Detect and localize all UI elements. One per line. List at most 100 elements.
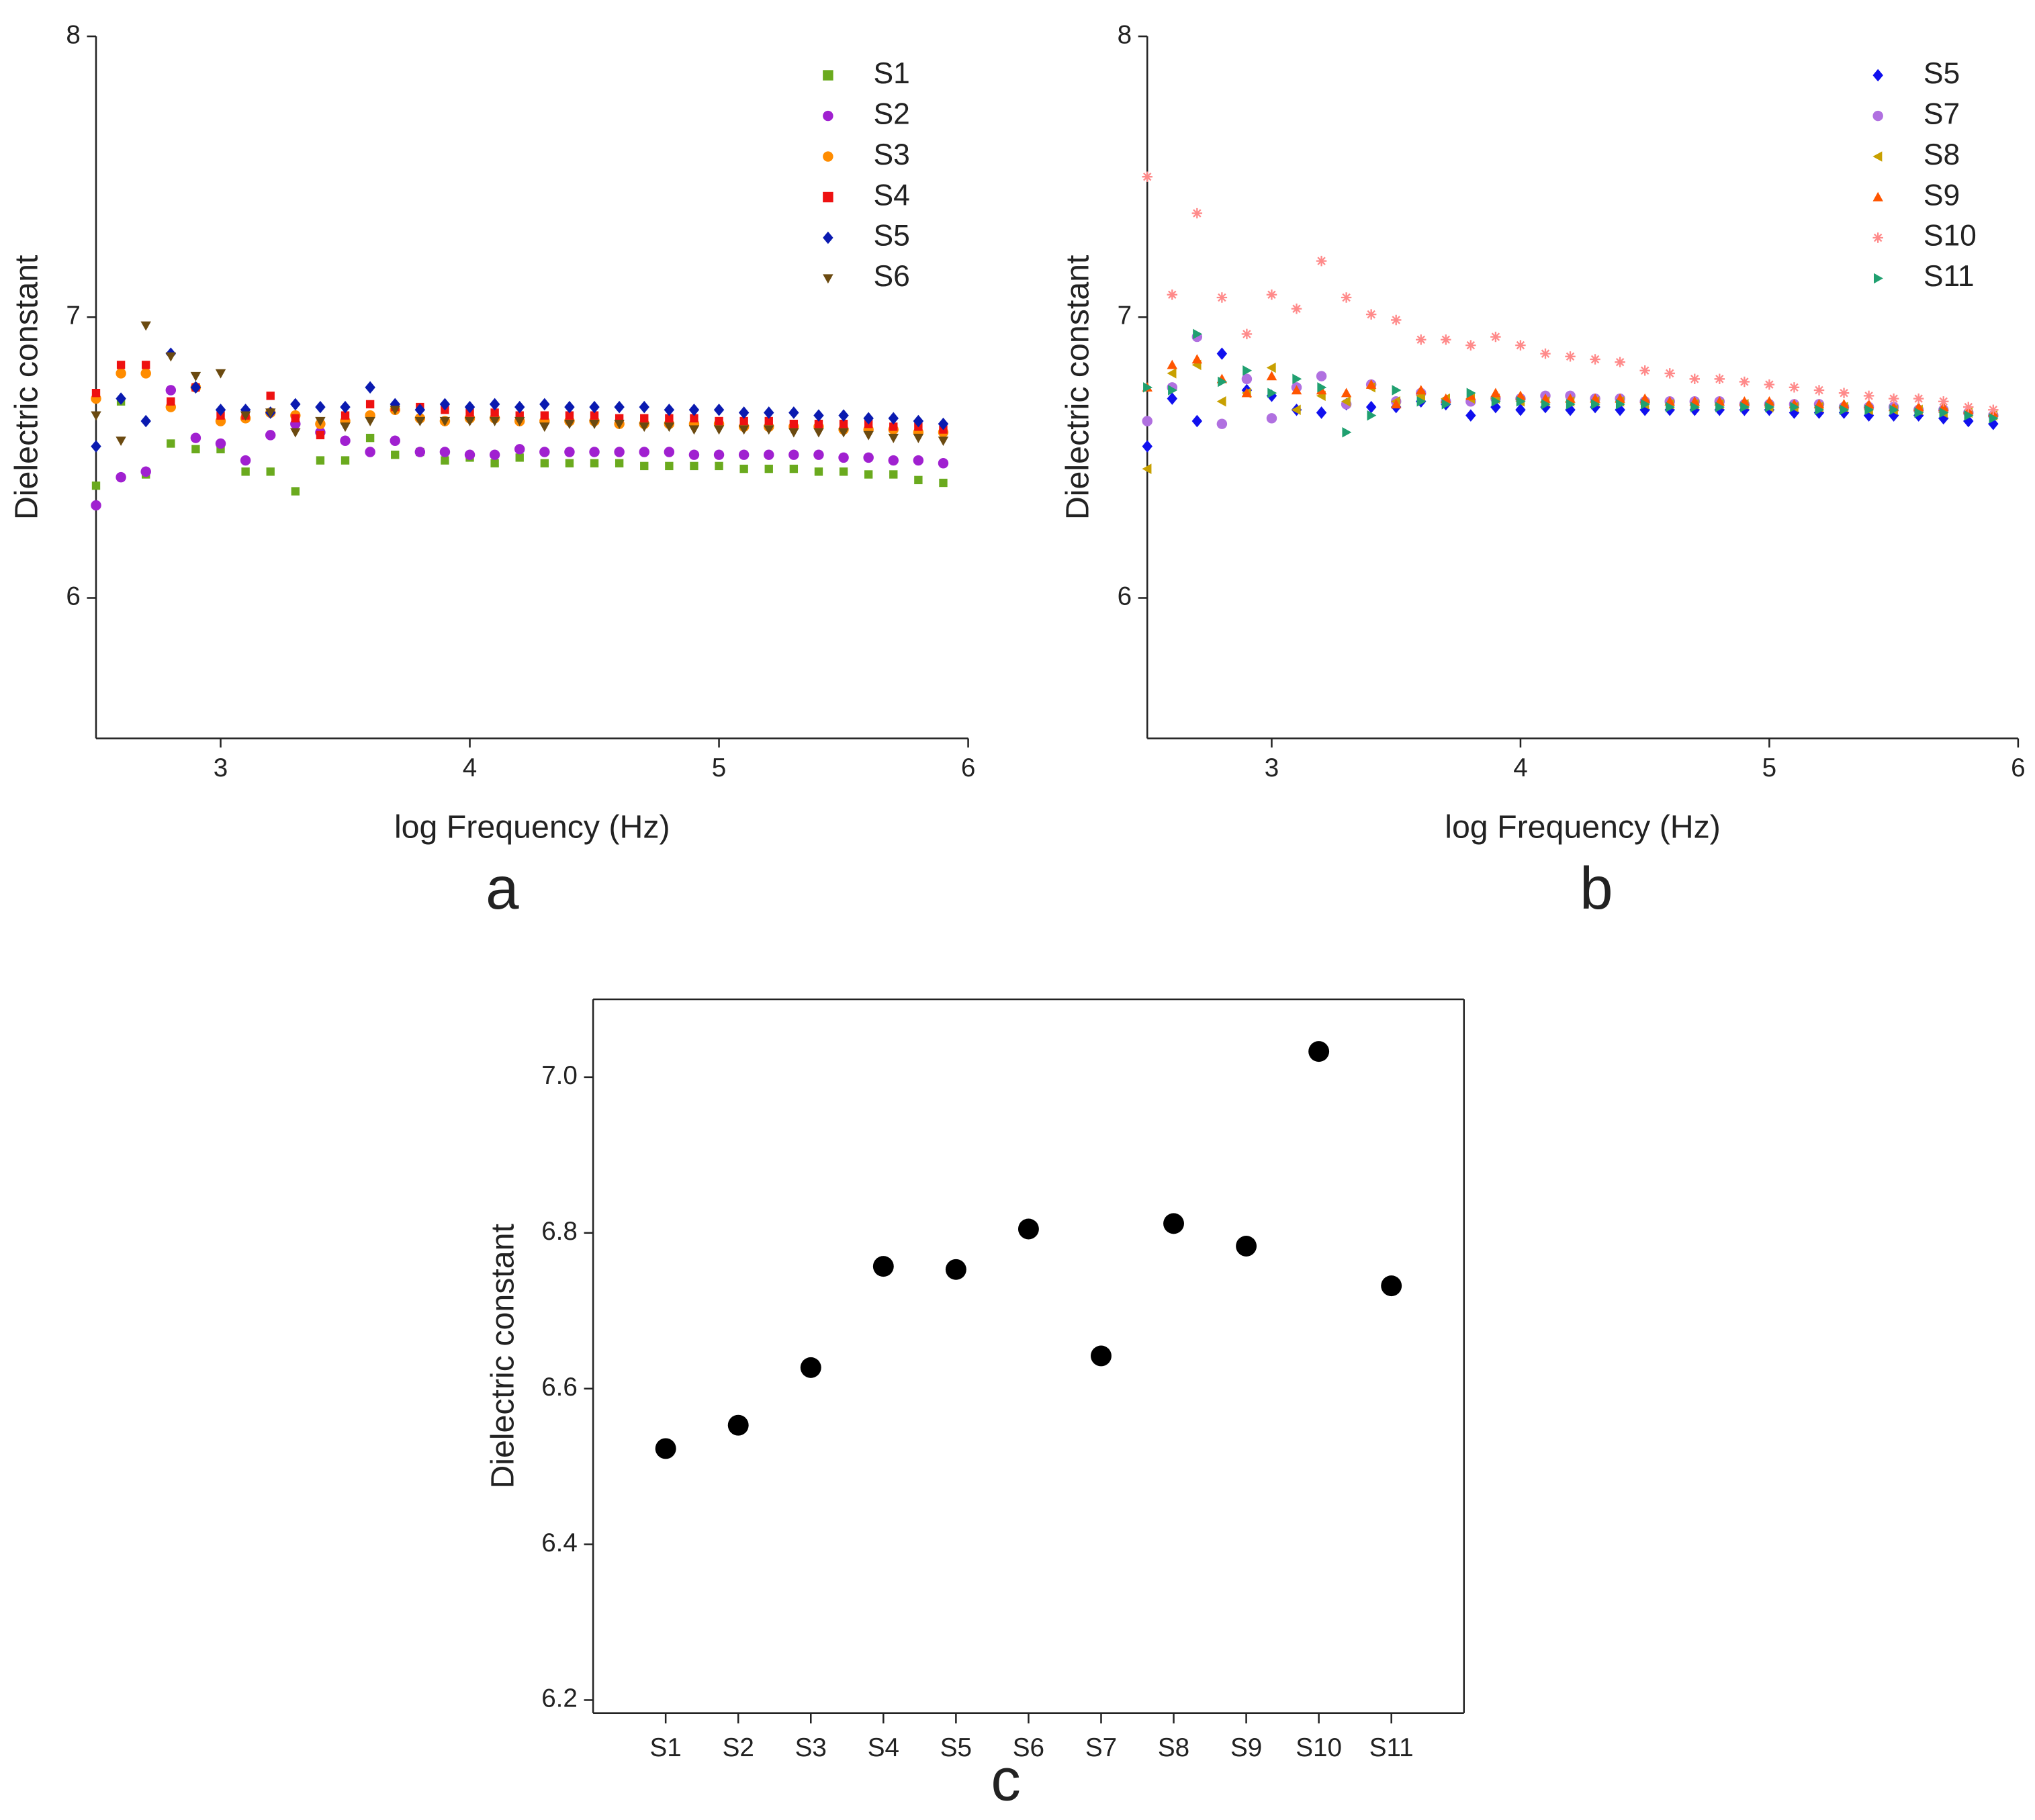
- point: [1218, 376, 1228, 388]
- point: [640, 461, 649, 471]
- point: [564, 420, 575, 429]
- point: [490, 408, 499, 417]
- point: [1765, 402, 1775, 412]
- point: [489, 416, 500, 426]
- panel-label: a: [486, 855, 519, 921]
- x-tick-label: 3: [1265, 754, 1279, 782]
- point: [365, 447, 375, 457]
- point: [190, 433, 201, 443]
- point: [414, 447, 426, 457]
- point: [1142, 416, 1152, 426]
- point: [800, 1357, 821, 1378]
- point: [1465, 340, 1476, 351]
- point: [140, 321, 151, 331]
- point: [839, 467, 848, 476]
- point: [340, 422, 351, 433]
- x-tick-label: S5: [940, 1733, 972, 1762]
- point: [914, 475, 923, 485]
- point: [863, 430, 874, 441]
- point: [1267, 388, 1277, 398]
- point: [839, 420, 848, 428]
- legend-label: S6: [874, 260, 910, 293]
- point: [142, 361, 150, 369]
- point: [727, 1414, 749, 1436]
- point: [863, 452, 874, 463]
- point: [1416, 334, 1427, 345]
- legend-label: S8: [1924, 138, 1960, 171]
- point: [1840, 404, 1850, 416]
- point: [514, 400, 525, 414]
- point: [1789, 406, 1800, 419]
- point: [1639, 365, 1650, 376]
- point: [365, 433, 375, 443]
- point: [414, 416, 426, 426]
- point: [688, 449, 700, 460]
- point: [1342, 427, 1352, 438]
- point: [913, 455, 924, 466]
- y-tick-label: 6.6: [541, 1373, 578, 1402]
- point: [1441, 399, 1451, 410]
- point: [265, 408, 276, 418]
- point: [713, 449, 725, 460]
- point: [1813, 385, 1825, 396]
- point: [690, 461, 698, 471]
- point: [764, 464, 773, 473]
- point: [241, 467, 250, 476]
- point: [167, 397, 175, 406]
- x-tick-label: S2: [723, 1733, 754, 1762]
- point: [240, 455, 251, 466]
- point: [1715, 402, 1725, 412]
- point: [1341, 388, 1352, 398]
- point: [316, 430, 325, 440]
- point: [116, 368, 126, 379]
- x-tick-label: 6: [2011, 754, 2025, 782]
- point: [565, 411, 574, 420]
- legend-label: S3: [874, 138, 910, 171]
- point: [390, 406, 400, 416]
- point: [1590, 399, 1600, 410]
- point: [1216, 292, 1228, 303]
- point: [1815, 404, 1825, 416]
- legend-label: S5: [1924, 57, 1960, 90]
- point: [390, 435, 400, 447]
- point: [266, 467, 275, 476]
- point: [945, 1259, 966, 1280]
- point: [315, 416, 326, 426]
- point: [1664, 368, 1675, 379]
- legend-marker: [823, 151, 833, 162]
- point: [1142, 440, 1152, 453]
- point: [1191, 414, 1203, 428]
- point: [539, 447, 550, 457]
- point: [1988, 404, 1999, 416]
- point: [788, 406, 799, 419]
- point: [665, 461, 674, 471]
- point: [1714, 373, 1725, 385]
- point: [514, 416, 525, 426]
- point: [489, 398, 500, 411]
- point: [872, 1256, 894, 1277]
- point: [590, 459, 599, 467]
- x-tick-label: 6: [961, 754, 975, 782]
- point: [1640, 399, 1650, 410]
- point: [165, 352, 177, 362]
- point: [1266, 362, 1276, 373]
- point: [938, 437, 949, 447]
- point: [91, 440, 101, 453]
- legend-marker: [823, 110, 833, 122]
- point: [316, 456, 325, 465]
- point: [1291, 385, 1302, 395]
- point: [838, 428, 849, 438]
- point: [1416, 385, 1427, 395]
- point: [1316, 371, 1327, 381]
- point: [1241, 328, 1253, 340]
- y-tick-label: 6.8: [541, 1217, 578, 1246]
- x-tick-label: 4: [463, 754, 477, 782]
- point: [1939, 407, 1949, 418]
- y-axis-title: Dielectric constant: [8, 255, 44, 520]
- point: [167, 439, 175, 448]
- legend-label: S5: [874, 220, 910, 253]
- point: [539, 422, 550, 433]
- point: [1316, 255, 1327, 267]
- point: [813, 409, 824, 422]
